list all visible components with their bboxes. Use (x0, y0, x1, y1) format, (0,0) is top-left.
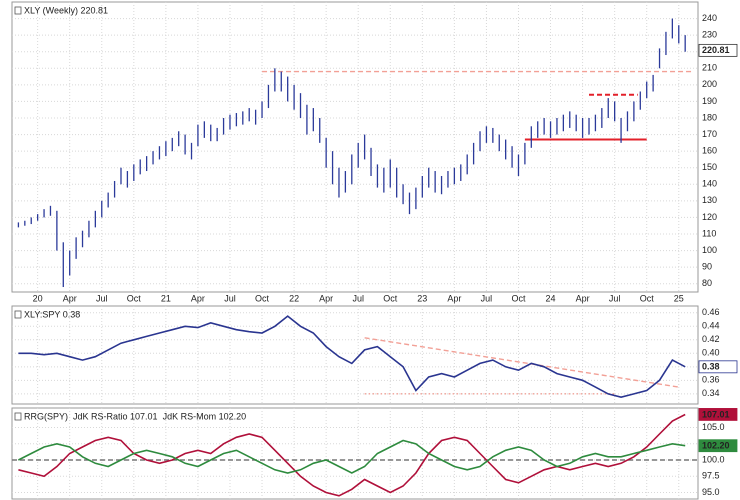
y-tick-label: 190 (702, 96, 717, 106)
panel-frame (11, 1, 699, 293)
y-tick-label: 100.0 (702, 454, 725, 464)
series-line (18, 413, 686, 497)
y-tick-label: 0.40 (702, 348, 720, 358)
y-tick-label: 240 (702, 13, 717, 23)
title-icon (14, 6, 22, 15)
x-tick-label: Jul (609, 293, 621, 303)
y-tick-label: 170 (702, 129, 717, 139)
y-tick-label: 0.42 (702, 334, 720, 344)
y-tick-label: 100 (702, 245, 717, 255)
value-tag (698, 360, 738, 374)
panel-title: XLY (Weekly) 220.81 (24, 5, 108, 15)
y-tick-label: 230 (702, 30, 717, 40)
value-tag-label: 102.20 (702, 441, 730, 451)
value-tag-label: 220.81 (702, 45, 730, 55)
panel-frame (11, 407, 699, 500)
series-line (18, 439, 686, 474)
y-tick-label: 160 (702, 146, 717, 156)
title-icon (14, 310, 22, 319)
y-tick-label: 0.44 (702, 321, 720, 331)
value-tag (698, 43, 738, 57)
x-tick-label: Oct (127, 293, 142, 303)
x-tick-label: Jul (96, 293, 108, 303)
y-tick-label: 200 (702, 79, 717, 89)
x-tick-label: Oct (640, 293, 655, 303)
series-line (18, 315, 686, 399)
trend-line (364, 337, 679, 388)
x-tick-label: Jul (224, 293, 236, 303)
y-tick-label: 90 (702, 262, 712, 272)
x-tick-label: Jul (481, 293, 493, 303)
x-tick-label: Oct (255, 293, 270, 303)
y-tick-label: 110 (702, 228, 716, 238)
y-tick-label: 0.46 (702, 307, 720, 317)
x-tick-label: Jul (352, 293, 364, 303)
y-tick-label: 95.0 (702, 487, 720, 497)
x-tick-label: Apr (576, 293, 590, 303)
x-tick-label: Apr (191, 293, 205, 303)
x-tick-label: 25 (674, 293, 684, 303)
value-tag (698, 408, 738, 421)
y-tick-label: 210 (702, 63, 717, 73)
y-tick-label: 150 (702, 162, 717, 172)
y-tick-label: 0.36 (702, 375, 720, 385)
y-tick-label: 140 (702, 179, 717, 189)
value-tag (698, 439, 738, 453)
x-tick-label: 20 (33, 293, 43, 303)
x-tick-label: 23 (417, 293, 427, 303)
y-tick-label: 0.34 (702, 388, 720, 398)
x-tick-label: 24 (546, 293, 556, 303)
x-tick-label: Apr (63, 293, 77, 303)
x-tick-label: Apr (319, 293, 333, 303)
panel-frame (11, 305, 699, 405)
y-tick-label: 180 (702, 112, 717, 122)
x-tick-label: 21 (161, 293, 171, 303)
y-tick-label: 120 (702, 212, 717, 222)
y-tick-label: 105.0 (702, 422, 725, 432)
value-tag-label: 0.38 (702, 362, 720, 372)
x-tick-label: Oct (511, 293, 526, 303)
panel-title: RRG(SPY) (24, 411, 68, 421)
y-tick-label: 130 (702, 195, 717, 205)
value-tag-label: 107.01 (702, 409, 730, 419)
y-tick-label: 80 (702, 278, 712, 288)
panel-title: XLY:SPY 0.38 (24, 309, 80, 319)
x-tick-label: 22 (289, 293, 299, 303)
legend-entry: JdK RS-Mom 102.20 (163, 411, 247, 421)
x-tick-label: Oct (383, 293, 398, 303)
legend-entry: JdK RS-Ratio 107.01 (73, 411, 158, 421)
title-icon (14, 412, 22, 421)
x-tick-label: Apr (447, 293, 461, 303)
y-tick-label: 97.5 (702, 471, 720, 481)
